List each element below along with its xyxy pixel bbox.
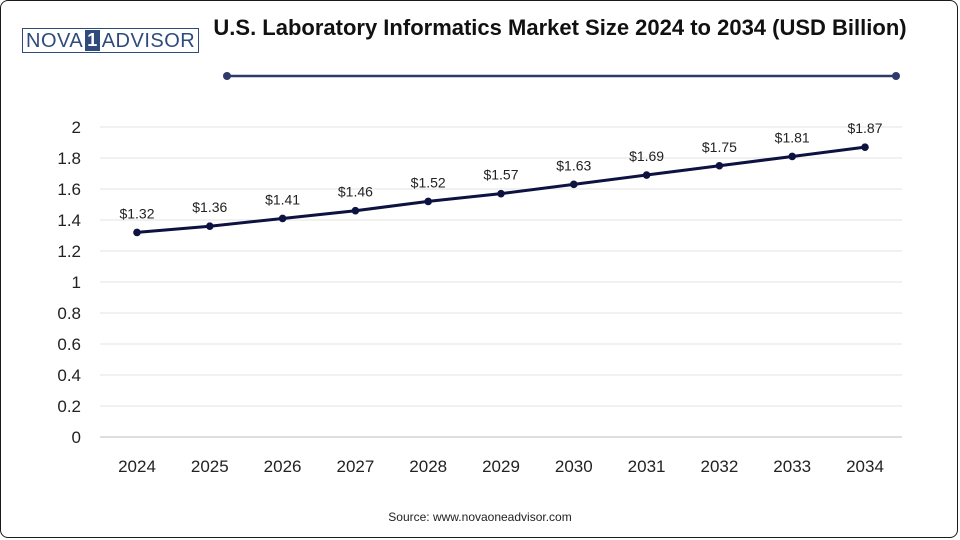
data-label: $1.32	[119, 205, 154, 221]
data-label: $1.69	[629, 148, 664, 164]
data-labels: $1.32 $1.36 $1.41 $1.46 $1.52 $1.57 $1.63 $1.69…	[119, 120, 882, 221]
x-tick-label: 2024	[118, 457, 156, 476]
data-point	[642, 171, 651, 179]
title-underline	[223, 72, 900, 80]
logo-text-left: NOVA	[26, 29, 84, 52]
y-tick-label: 0.6	[57, 335, 81, 354]
data-point	[278, 214, 287, 223]
x-tick-label: 2034	[846, 457, 884, 476]
logo-text-mid: 1	[85, 30, 100, 51]
source-note: Source: www.novaoneadvisor.com	[388, 510, 572, 524]
x-tick-label: 2027	[336, 457, 374, 476]
data-label: $1.81	[775, 129, 810, 145]
x-tick-label: 2031	[628, 457, 666, 476]
data-label: $1.87	[847, 120, 882, 136]
data-label: $1.63	[556, 157, 591, 173]
y-tick-label: 1.2	[57, 242, 81, 261]
data-point	[133, 228, 141, 237]
x-axis-ticks: 2024 2025 2026 2027 2028 2029 2030 2031 2032 2033…	[118, 457, 884, 476]
y-tick-label: 0.2	[57, 397, 81, 416]
data-point	[570, 180, 578, 189]
logo-box: NOVA 1 ADVISOR	[22, 28, 200, 53]
data-point	[788, 152, 796, 161]
x-tick-label: 2029	[482, 457, 520, 476]
y-tick-label: 1.6	[57, 180, 81, 199]
y-tick-label: 1.8	[57, 149, 81, 168]
y-tick-label: 1.4	[57, 211, 81, 230]
novaoneadvisor-logo: NOVA 1 ADVISOR	[22, 27, 200, 54]
data-label: $1.41	[265, 191, 300, 207]
y-tick-label: 0.4	[57, 366, 81, 385]
y-tick-label: 0	[72, 428, 81, 447]
x-tick-label: 2025	[191, 457, 229, 476]
x-tick-label: 2026	[264, 457, 302, 476]
data-point	[424, 197, 433, 206]
x-tick-label: 2028	[409, 457, 447, 476]
gridlines	[100, 126, 902, 407]
chart-title: U.S. Laboratory Informatics Market Size …	[213, 15, 907, 40]
logo-text-right: ADVISOR	[101, 29, 196, 52]
data-label: $1.46	[338, 184, 373, 200]
data-points	[133, 143, 869, 237]
x-tick-label: 2030	[555, 457, 593, 476]
data-point	[206, 222, 214, 230]
y-tick-label: 1	[72, 273, 81, 292]
data-label: $1.36	[192, 199, 227, 215]
y-tick-label: 0.8	[57, 304, 81, 323]
data-point	[715, 161, 724, 170]
y-tick-label: 2	[72, 118, 81, 137]
data-label: $1.57	[483, 167, 518, 183]
x-tick-label: 2033	[773, 457, 811, 476]
data-label: $1.75	[702, 139, 737, 155]
y-axis-ticks: 0 0.2 0.4 0.6 0.8 1 1.2 1.4 1.6 1.8 2	[57, 118, 81, 447]
data-point	[351, 206, 360, 215]
data-label: $1.52	[411, 174, 446, 190]
x-tick-label: 2032	[700, 457, 738, 476]
data-point	[497, 189, 505, 198]
data-point	[861, 143, 869, 151]
